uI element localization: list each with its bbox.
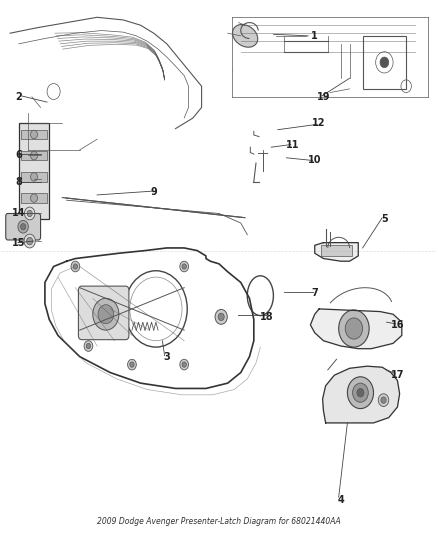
Circle shape [18, 220, 28, 233]
Circle shape [21, 223, 26, 230]
Text: 8: 8 [15, 176, 22, 187]
Circle shape [353, 383, 368, 402]
Bar [21, 130, 47, 139]
Circle shape [93, 298, 119, 330]
Circle shape [127, 359, 136, 370]
Text: 4: 4 [338, 495, 344, 505]
Circle shape [24, 234, 35, 248]
Bar [363, 36, 406, 89]
Text: 19: 19 [317, 92, 330, 102]
Circle shape [31, 151, 38, 160]
Circle shape [84, 341, 93, 351]
Circle shape [31, 130, 38, 139]
FancyBboxPatch shape [78, 286, 129, 340]
Bar [21, 193, 47, 203]
Text: 14: 14 [12, 208, 25, 219]
Circle shape [31, 194, 38, 203]
Circle shape [380, 57, 389, 68]
Bar [321, 245, 352, 256]
Circle shape [215, 310, 227, 324]
Text: 12: 12 [312, 118, 326, 128]
Circle shape [180, 359, 188, 370]
Circle shape [182, 362, 186, 367]
Circle shape [345, 318, 363, 339]
Circle shape [357, 389, 364, 397]
Text: 1: 1 [311, 31, 318, 41]
Text: 18: 18 [260, 312, 274, 322]
Text: 10: 10 [308, 156, 321, 165]
Circle shape [27, 211, 32, 216]
Circle shape [73, 264, 78, 269]
Polygon shape [322, 366, 399, 423]
Circle shape [31, 173, 38, 181]
Circle shape [347, 377, 374, 409]
Circle shape [339, 310, 369, 347]
Circle shape [381, 397, 386, 403]
Text: 17: 17 [391, 370, 404, 380]
Text: 3: 3 [163, 352, 170, 361]
Circle shape [130, 362, 134, 367]
Ellipse shape [233, 25, 258, 47]
Circle shape [180, 261, 188, 272]
Circle shape [86, 343, 91, 349]
Bar [19, 123, 49, 219]
Text: 15: 15 [12, 238, 25, 248]
Circle shape [182, 264, 186, 269]
Polygon shape [311, 309, 402, 349]
FancyBboxPatch shape [6, 214, 41, 240]
Circle shape [218, 313, 224, 320]
Circle shape [71, 261, 80, 272]
Text: 11: 11 [286, 140, 300, 150]
Text: 9: 9 [150, 187, 157, 197]
Text: 2009 Dodge Avenger Presenter-Latch Diagram for 68021440AA: 2009 Dodge Avenger Presenter-Latch Diagr… [97, 518, 341, 526]
Text: 5: 5 [381, 214, 388, 224]
Circle shape [378, 394, 389, 407]
Text: 2: 2 [15, 92, 22, 102]
Polygon shape [315, 243, 358, 261]
Circle shape [27, 237, 33, 245]
Bar [21, 172, 47, 182]
Text: 6: 6 [15, 150, 22, 160]
Text: 16: 16 [391, 320, 404, 330]
Circle shape [98, 305, 114, 324]
Circle shape [25, 207, 35, 220]
Bar [21, 151, 47, 160]
Text: 7: 7 [311, 288, 318, 298]
